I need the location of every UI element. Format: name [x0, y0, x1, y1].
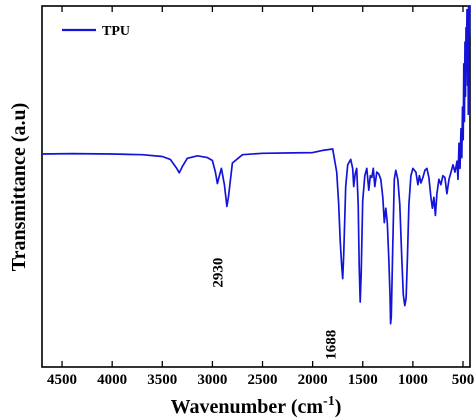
x-axis-title: Wavenumber (cm-1): [171, 394, 342, 418]
x-axis-title-base: Wavenumber (cm: [171, 396, 324, 418]
x-tick-label-3500: 3500: [147, 372, 177, 388]
x-tick-label-2500: 2500: [248, 372, 278, 388]
x-axis-tick-labels: 4500 4000 3500 3000 2500 2000 1500 1000 500: [47, 372, 474, 388]
x-axis-title-superscript: -1: [323, 394, 335, 409]
peak-annotation-2930: 2930: [210, 258, 226, 288]
tpu-spectrum-line: [41, 5, 471, 325]
x-tick-label-4000: 4000: [97, 372, 127, 388]
x-axis-ticks: [61, 6, 464, 367]
plot-area: [41, 5, 471, 368]
legend: TPU: [62, 24, 130, 39]
x-tick-label-3000: 3000: [197, 372, 227, 388]
x-tick-label-500: 500: [452, 372, 474, 388]
x-tick-label-1500: 1500: [348, 372, 378, 388]
x-tick-label-1000: 1000: [398, 372, 428, 388]
x-tick-label-2000: 2000: [298, 372, 328, 388]
x-tick-label-4500: 4500: [47, 372, 77, 388]
y-axis-title: Transmittance (a.u): [8, 103, 30, 272]
legend-label-tpu: TPU: [102, 24, 130, 39]
peak-annotation-1688: 1688: [324, 330, 340, 360]
x-axis-title-close: ): [335, 396, 342, 418]
